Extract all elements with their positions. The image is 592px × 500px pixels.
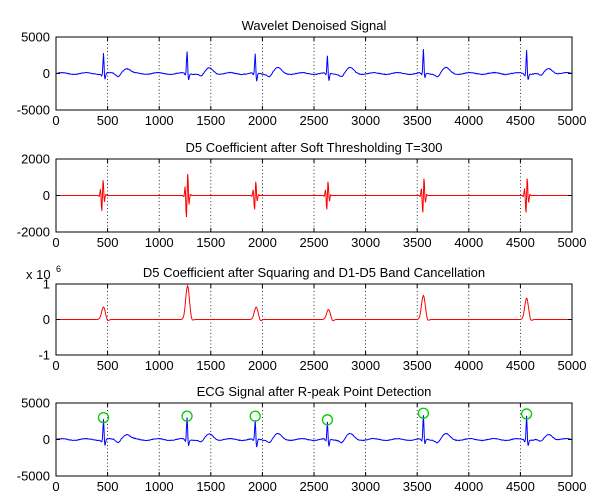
x-tick-label: 1500 xyxy=(196,235,225,250)
series-line xyxy=(55,49,573,82)
y-tick-label: -5000 xyxy=(17,469,50,484)
x-tick-label: 3000 xyxy=(351,113,380,128)
y-exponent-label: x 10 xyxy=(26,267,51,282)
y-exponent-power: 6 xyxy=(56,264,61,274)
x-tick-label: 5000 xyxy=(558,235,587,250)
x-tick-label: 1000 xyxy=(145,113,174,128)
r-peak-marker xyxy=(520,408,533,420)
y-tick-label: 0 xyxy=(43,432,50,447)
x-tick-label: 4500 xyxy=(506,235,535,250)
subplot-1: Wavelet Denoised Signal 0 500 1000 1500 2000 2… xyxy=(17,18,587,128)
x-tick-label: 4000 xyxy=(454,479,483,494)
x-tick-label: 3500 xyxy=(403,479,432,494)
x-tick-label: 0 xyxy=(52,113,59,128)
subplot-title: D5 Coefficient after Squaring and D1-D5 … xyxy=(143,265,485,280)
y-tick-label: 0 xyxy=(43,66,50,81)
x-tick-label: 500 xyxy=(97,358,119,373)
r-peak-marker xyxy=(321,414,334,426)
y-tick-label: -2000 xyxy=(17,225,50,240)
x-tick-label: 500 xyxy=(97,235,119,250)
x-tick-label: 2500 xyxy=(300,113,329,128)
x-tick-label: 1500 xyxy=(196,358,225,373)
x-tick-label: 1000 xyxy=(145,235,174,250)
x-tick-label: 5000 xyxy=(558,479,587,494)
y-tick-label: -5000 xyxy=(17,103,50,118)
x-tick-label: 4000 xyxy=(454,235,483,250)
y-tick-label: 0 xyxy=(43,188,50,203)
x-tick-label: 1500 xyxy=(196,479,225,494)
x-tick-label: 2000 xyxy=(248,113,277,128)
x-tick-label: 0 xyxy=(52,235,59,250)
x-tick-label: 3500 xyxy=(403,235,432,250)
x-tick-label: 1000 xyxy=(145,358,174,373)
subplot-title: Wavelet Denoised Signal xyxy=(242,18,387,33)
subplot-title: ECG Signal after R-peak Point Detection xyxy=(197,384,432,399)
x-tick-label: 0 xyxy=(52,358,59,373)
y-tick-label: 5000 xyxy=(21,30,50,45)
x-tick-label: 4500 xyxy=(506,479,535,494)
x-tick-label: 3000 xyxy=(351,358,380,373)
x-tick-label: 3500 xyxy=(403,113,432,128)
subplot-3: D5 Coefficient after Squaring and D1-D5 … xyxy=(26,264,586,373)
x-tick-label: 2000 xyxy=(248,235,277,250)
x-tick-label: 0 xyxy=(52,479,59,494)
x-tick-label: 500 xyxy=(97,113,119,128)
x-tick-label: 3000 xyxy=(351,479,380,494)
x-tick-label: 5000 xyxy=(558,358,587,373)
y-tick-label: -1 xyxy=(38,348,50,363)
y-tick-label: 5000 xyxy=(21,396,50,411)
x-tick-label: 500 xyxy=(97,479,119,494)
x-tick-label: 3000 xyxy=(351,235,380,250)
x-tick-label: 4000 xyxy=(454,358,483,373)
subplot-title: D5 Coefficient after Soft Thresholding T… xyxy=(186,140,443,155)
x-tick-label: 3500 xyxy=(403,358,432,373)
y-tick-label: 0 xyxy=(43,312,50,327)
y-tick-label: 2000 xyxy=(21,152,50,167)
series-line xyxy=(56,173,572,218)
series-line xyxy=(56,284,572,322)
r-peak-marker xyxy=(97,411,110,424)
x-tick-label: 2500 xyxy=(300,358,329,373)
r-peak-marker xyxy=(417,407,430,419)
x-tick-label: 2500 xyxy=(300,235,329,250)
subplot-2: D5 Coefficient after Soft Thresholding T… xyxy=(17,140,587,250)
x-tick-label: 2000 xyxy=(248,358,277,373)
x-tick-label: 4500 xyxy=(506,113,535,128)
x-tick-label: 1500 xyxy=(196,113,225,128)
x-tick-label: 1000 xyxy=(145,479,174,494)
y-tick-label: 1 xyxy=(43,277,50,292)
r-peak-marker xyxy=(181,410,193,422)
x-tick-label: 2000 xyxy=(248,479,277,494)
x-tick-label: 2500 xyxy=(300,479,329,494)
x-tick-label: 4000 xyxy=(454,113,483,128)
subplot-4: ECG Signal after R-peak Point Detection 0… xyxy=(17,384,587,494)
series-line xyxy=(55,415,573,448)
x-tick-label: 5000 xyxy=(558,113,587,128)
x-tick-label: 4500 xyxy=(506,358,535,373)
r-peak-marker xyxy=(249,410,261,422)
